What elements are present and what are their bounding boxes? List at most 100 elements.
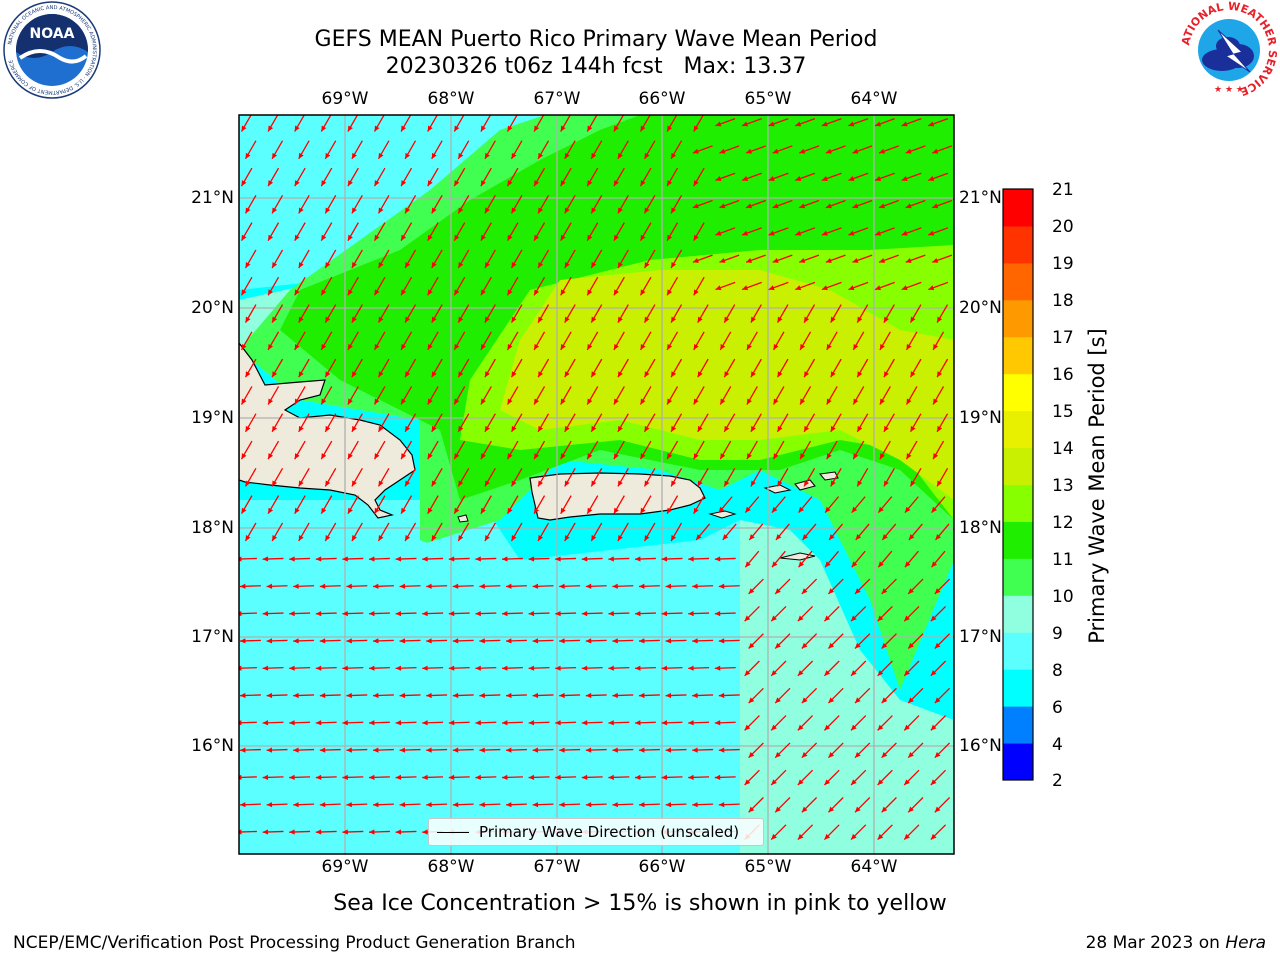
colorbar-segment — [1003, 595, 1033, 633]
wave-direction-arrow — [718, 583, 740, 589]
wave-direction-arrow — [480, 495, 492, 515]
wave-direction-arrow — [932, 386, 945, 405]
wave-direction-arrow — [377, 304, 390, 323]
wave-direction-arrow — [373, 222, 386, 242]
lat-tick-left: 16°N — [191, 736, 234, 756]
wave-direction-arrow — [795, 281, 816, 291]
colorbar-segment — [1003, 706, 1033, 744]
colorbar-tick: 12 — [1052, 513, 1074, 533]
wave-direction-arrow — [377, 522, 390, 542]
wave-direction-arrow — [400, 386, 413, 405]
wave-direction-arrow — [613, 115, 625, 132]
wave-direction-arrow — [452, 802, 474, 808]
wave-direction-arrow — [719, 199, 740, 209]
wave-direction-arrow — [368, 610, 390, 617]
wave-direction-arrow — [533, 386, 546, 405]
wave-direction-arrow — [643, 413, 656, 433]
wave-direction-arrow — [666, 331, 679, 351]
wave-direction-arrow — [802, 523, 817, 541]
wave-direction-arrow — [457, 358, 470, 378]
wave-direction-arrow — [693, 331, 705, 351]
wave-direction-arrow — [718, 638, 740, 644]
wave-direction-arrow — [537, 304, 550, 323]
wave-direction-arrow — [714, 610, 736, 617]
wave-direction-arrow — [590, 249, 603, 269]
wave-direction-arrow — [936, 358, 949, 378]
wave-direction-arrow — [452, 638, 474, 644]
wave-direction-arrow — [347, 386, 359, 405]
wave-direction-arrow — [505, 802, 527, 808]
wave-direction-arrow — [320, 440, 333, 460]
wave-direction-arrow — [373, 276, 386, 296]
wave-direction-arrow — [510, 140, 523, 160]
wave-direction-arrow — [506, 276, 519, 296]
wave-direction-arrow — [505, 583, 527, 589]
wave-direction-arrow — [537, 358, 550, 378]
wave-direction-arrow — [431, 413, 443, 433]
wave-direction-arrow — [289, 720, 311, 726]
colorbar-segment — [1003, 447, 1033, 485]
wave-direction-arrow — [395, 774, 417, 781]
wave-direction-arrow — [404, 140, 417, 160]
wave-direction-arrow — [528, 774, 550, 781]
wave-direction-arrow — [768, 227, 789, 236]
wave-direction-arrow — [772, 386, 785, 405]
colorbar-tick: 16 — [1052, 365, 1074, 385]
wave-direction-arrow — [881, 578, 897, 595]
wave-direction-arrow — [670, 468, 683, 487]
wave-direction-arrow — [830, 304, 842, 323]
wave-direction-arrow — [799, 440, 812, 460]
wave-direction-arrow — [239, 638, 261, 644]
wave-direction-arrow — [298, 249, 310, 269]
wave-direction-arrow — [239, 692, 261, 699]
wave-direction-arrow — [267, 276, 280, 296]
wave-direction-arrow — [634, 774, 656, 781]
wave-direction-arrow — [693, 115, 704, 132]
footer-credit: NCEP/EMC/Verification Post Processing Pr… — [13, 933, 576, 953]
colorbar-tick: 13 — [1052, 476, 1074, 496]
lon-tick-top: 67°W — [533, 89, 581, 109]
wave-direction-arrow — [480, 115, 492, 132]
period-fill-9-10-south — [740, 520, 954, 854]
wave-direction-arrow — [617, 413, 629, 433]
wave-direction-arrow — [670, 413, 683, 433]
wave-direction-arrow — [395, 665, 417, 671]
wave-direction-arrow — [930, 660, 947, 677]
wave-direction-arrow — [772, 254, 793, 263]
wave-direction-arrow — [936, 413, 949, 433]
wave-direction-arrow — [262, 774, 284, 781]
wave-direction-arrow — [932, 440, 945, 460]
wave-direction-arrow — [266, 747, 288, 753]
wave-direction-arrow — [795, 172, 816, 181]
lat-tick-left: 18°N — [191, 518, 234, 538]
wave-direction-arrow — [903, 660, 920, 677]
wave-direction-arrow — [426, 692, 448, 699]
wave-direction-arrow — [883, 304, 895, 323]
wave-direction-arrow — [901, 281, 922, 291]
wave-direction-arrow — [267, 115, 279, 132]
wave-direction-arrow — [878, 199, 899, 209]
wave-direction-arrow — [799, 386, 812, 405]
colorbar-tick: 19 — [1052, 254, 1074, 274]
lon-tick-top: 65°W — [744, 89, 792, 109]
wave-direction-arrow — [351, 358, 363, 378]
wave-direction-arrow — [452, 747, 474, 753]
wave-direction-arrow — [688, 774, 710, 781]
wave-direction-arrow — [324, 468, 337, 487]
wave-direction-arrow — [874, 281, 895, 291]
wave-direction-arrow — [347, 276, 359, 296]
wave-direction-arrow — [528, 556, 550, 562]
wave-direction-arrow — [377, 195, 390, 214]
wave-direction-arrow — [666, 386, 679, 405]
wave-direction-arrow — [722, 523, 737, 541]
wave-direction-arrow — [559, 692, 581, 699]
lon-tick-top: 64°W — [850, 89, 898, 109]
wave-direction-arrow — [368, 665, 390, 671]
wave-direction-arrow — [825, 199, 846, 209]
wave-direction-arrow — [320, 386, 333, 405]
wave-direction-arrow — [298, 304, 310, 323]
wave-direction-arrow — [294, 276, 306, 296]
wave-direction-arrow — [639, 440, 652, 460]
wave-direction-arrow — [590, 140, 603, 160]
wave-direction-arrow — [741, 118, 762, 127]
